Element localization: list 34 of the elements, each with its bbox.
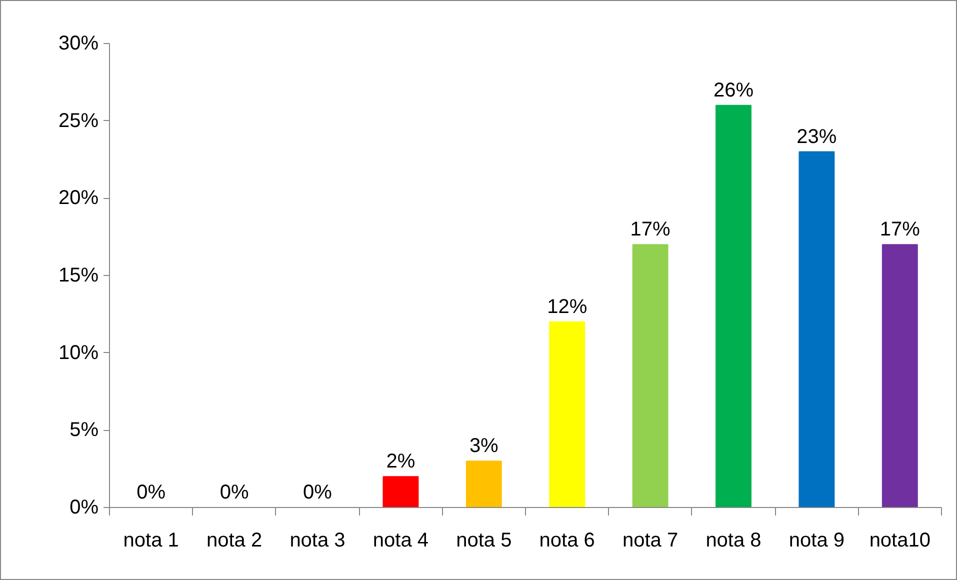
x-tick-label: nota 6: [539, 530, 595, 552]
y-tick-label: 5%: [70, 419, 99, 442]
data-label: 2%: [386, 450, 416, 473]
x-tick-label: nota 2: [206, 530, 262, 552]
bar: [549, 321, 586, 508]
x-tick-label: nota 1: [123, 530, 179, 552]
y-tick-label: 15%: [58, 264, 99, 286]
data-label: 0%: [303, 482, 332, 504]
bar: [798, 151, 835, 508]
bar: [466, 460, 502, 508]
x-tick-label: nota 3: [290, 530, 346, 552]
x-tick-label: nota 4: [372, 530, 429, 552]
x-tick-label: nota 5: [456, 530, 512, 552]
data-label: 17%: [630, 218, 671, 241]
data-label: 12%: [547, 296, 588, 318]
bar: [716, 104, 752, 508]
y-tick-label: 20%: [58, 187, 99, 210]
bar: [882, 244, 918, 508]
data-label: 23%: [796, 126, 837, 148]
y-tick-label: 0%: [70, 496, 99, 518]
x-tick-label: nota10: [869, 530, 930, 552]
data-label: 0%: [136, 482, 166, 504]
bar: [632, 244, 668, 508]
x-tick-label: nota 9: [788, 530, 845, 552]
data-label: 0%: [220, 482, 249, 504]
y-tick-label: 30%: [58, 32, 99, 54]
bar: [382, 476, 419, 508]
x-tick-label: nota 8: [706, 530, 762, 552]
data-label: 3%: [469, 435, 499, 458]
data-label: 26%: [713, 79, 754, 102]
y-tick-label: 25%: [58, 110, 99, 132]
data-label: 17%: [880, 218, 920, 241]
x-tick-label: nota 7: [622, 530, 678, 552]
y-tick-label: 10%: [58, 342, 99, 364]
